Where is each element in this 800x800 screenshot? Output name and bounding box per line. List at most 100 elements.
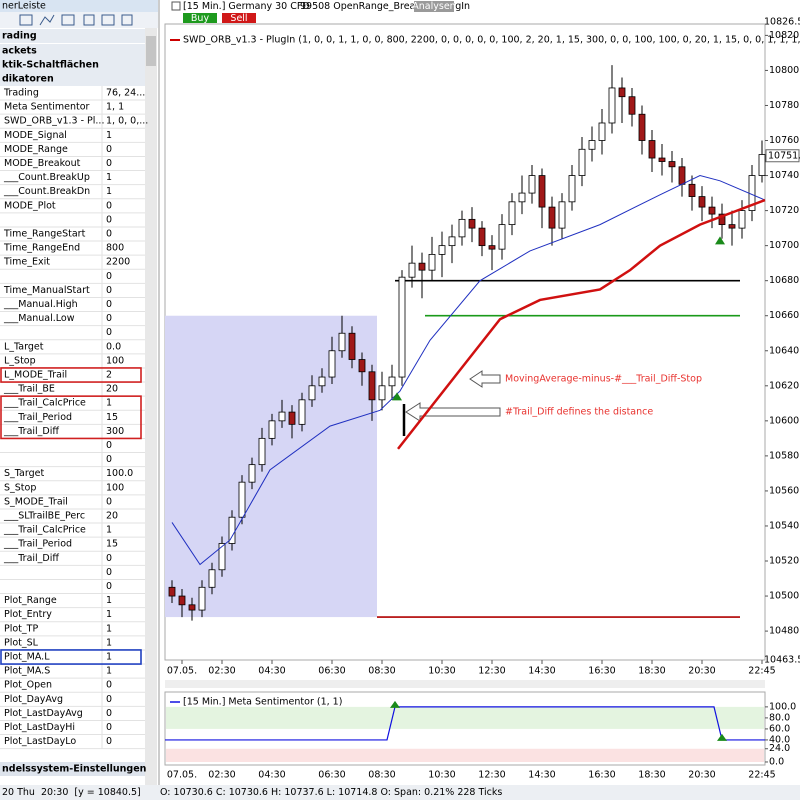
property-value: 0 [106,327,112,338]
property-name: ___Trail_Period [3,412,72,423]
band [166,706,764,729]
property-name: ___Count.BreakDn [3,186,90,197]
candle-body [368,371,376,401]
x-tick-label: 07.05. [167,770,197,781]
property-value: 100 [106,355,124,366]
candle-body [648,140,656,159]
range-box [165,315,377,618]
sidebar-section [0,44,145,58]
sell-label[interactable]: Sell [230,13,247,24]
x-tick-label: 07.05. [167,666,197,677]
sidebar-scrollbar[interactable] [145,28,157,785]
property-value: 100.0 [106,468,133,479]
candle-body [328,350,336,378]
property-name: ___Manual.High [3,299,78,310]
y-tick-label: 100.0 [769,701,796,712]
horizontal-scrollbar[interactable] [165,680,765,688]
property-name: Plot_LastDayLo [4,736,76,747]
property-value: 0 [106,440,112,451]
property-name: ___Trail_CalcPrice [3,398,86,409]
property-name: L_Stop [4,355,36,366]
property-value: 1 [106,398,112,409]
candle-body [608,87,616,124]
y-tick-label: 10560 [769,485,799,496]
property-value: 0 [106,144,112,155]
y-tick-label: 10640 [769,345,799,356]
y-max-label: 10826.5 [764,17,800,28]
candle-body [388,376,396,387]
highlight-box [0,367,142,383]
candle-body [188,604,196,611]
x-tick-label: 06:30 [318,770,345,781]
candle-body [298,399,306,425]
signal-marker [715,236,725,245]
buy-label[interactable]: Buy [191,13,210,24]
buy-button[interactable] [183,13,217,23]
candle-body [418,262,426,271]
property-name: ___Manual.Low [3,313,75,324]
candle-body [678,166,686,185]
candle-body [538,175,546,208]
y-tick-label: 10540 [769,520,799,531]
y-min-label: 10463.5 [764,655,800,666]
x-tick-label: 20:30 [688,666,715,677]
property-value: 1 [106,623,112,634]
scroll-thumb[interactable] [146,36,156,66]
candle-body [718,213,726,226]
property-value: 20 [106,511,118,522]
property-name: ___Trail_Period [3,539,72,550]
property-name: ___Trail_Diff [3,553,59,564]
analysen-label[interactable]: Analysen [412,1,455,12]
property-name: Time_Exit [3,257,50,268]
y-tick-label: 10700 [769,240,799,251]
property-value: 1 [106,652,112,663]
x-tick-label: 12:30 [478,770,505,781]
y-tick-label: 0.0 [769,756,784,767]
toolbar-icons[interactable] [19,14,133,26]
candle-body [278,411,286,422]
property-name: Plot_MA.L [4,652,50,663]
x-tick-label: 04:30 [258,770,285,781]
property-value: 0 [106,214,112,225]
chart-title: [15 Min.] Germany 30 CFD [183,1,310,12]
y-tick-label: 10720 [769,205,799,216]
property-value: 0 [106,567,112,578]
candle-body [738,210,746,229]
property-value: 0 [106,708,112,719]
x-tick-label: 12:30 [478,666,505,677]
property-value: 2 [106,370,112,381]
property-value: 1 [106,637,112,648]
property-name: Plot_Entry [4,609,52,620]
x-tick-label: 16:30 [588,770,615,781]
property-value: 0 [106,722,112,733]
property-name: SWD_ORB_v1.3 - Pl... [4,116,104,127]
property-name: Plot_Open [4,680,52,691]
property-value: 300 [106,426,124,437]
y-tick-label: 10520 [769,556,799,567]
x-tick-label: 16:30 [588,666,615,677]
analysen-button[interactable] [414,1,454,12]
sidebar-section-label: ackets [2,46,37,57]
y-tick-label: 10600 [769,415,799,426]
x-tick-label: 22:45 [748,770,775,781]
x-tick-label: 10:30 [428,770,455,781]
chart-subtitle: 99508 OpenRange_Breakout_PlugIn [300,1,470,12]
annotation: #Trail_Diff defines the distance [505,407,653,418]
property-name: Plot_LastDayAvg [4,708,83,719]
property-name: S_Stop [4,482,36,493]
candle-body [438,245,446,255]
y-tick-label: 10820 [769,30,799,41]
sell-button[interactable] [222,13,256,23]
property-name: L_Target [4,341,44,352]
property-value: 2200 [106,257,130,268]
y-tick-label: 10660 [769,310,799,321]
candle-body [338,332,346,352]
indicator-line [171,175,766,566]
sidebar-section [0,72,145,86]
candle-body [398,276,406,378]
candle-body [468,218,476,229]
y-tick-label: 60.0 [769,723,790,734]
candle-body [598,122,606,141]
property-name: Time_ManualStart [3,285,90,296]
candle-body [658,157,666,162]
